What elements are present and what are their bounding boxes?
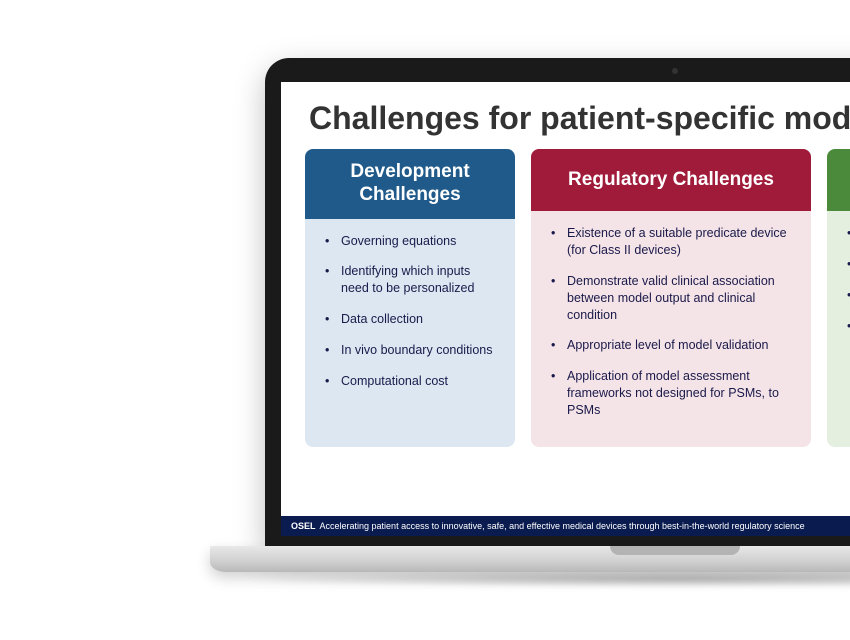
footer-text: Accelerating patient access to innovativ… — [320, 521, 805, 531]
list-item: Appropriate level of model validation — [551, 337, 797, 354]
slide-footer: OSEL Accelerating patient access to inno… — [281, 516, 850, 536]
column-header: Pot — [827, 149, 850, 211]
slide-columns: Development Challenges Governing equatio… — [281, 149, 850, 447]
presentation-slide: Challenges for patient-specific model De… — [281, 82, 850, 536]
column-regulatory: Regulatory Challenges Existence of a sui… — [531, 149, 811, 447]
list-item: Computational cost — [325, 373, 501, 390]
column-body: D n G ir G C A sp g — [827, 211, 850, 447]
list-item: Existence of a suitable predicate device… — [551, 225, 797, 259]
list-item: Application of model assessment framewor… — [551, 368, 797, 419]
laptop-screen: Challenges for patient-specific model De… — [281, 82, 850, 536]
laptop-shadow — [235, 570, 850, 588]
laptop-frame: Challenges for patient-specific model De… — [265, 58, 850, 548]
column-body: Governing equations Identifying which in… — [305, 219, 515, 447]
list-item: Governing equations — [325, 233, 501, 250]
list-item: Demonstrate valid clinical association b… — [551, 273, 797, 324]
laptop-notch — [610, 546, 740, 555]
slide-title: Challenges for patient-specific model — [281, 82, 850, 149]
column-potential: Pot D n G ir G C A sp g — [827, 149, 850, 447]
list-item: In vivo boundary conditions — [325, 342, 501, 359]
list-item: Data collection — [325, 311, 501, 328]
list-item: Identifying which inputs need to be pers… — [325, 263, 501, 297]
camera-icon — [672, 68, 678, 74]
column-development: Development Challenges Governing equatio… — [305, 149, 515, 447]
laptop-base — [210, 546, 850, 572]
column-header: Regulatory Challenges — [531, 149, 811, 211]
footer-prefix: OSEL — [291, 521, 316, 531]
column-body: Existence of a suitable predicate device… — [531, 211, 811, 447]
column-header: Development Challenges — [305, 149, 515, 219]
